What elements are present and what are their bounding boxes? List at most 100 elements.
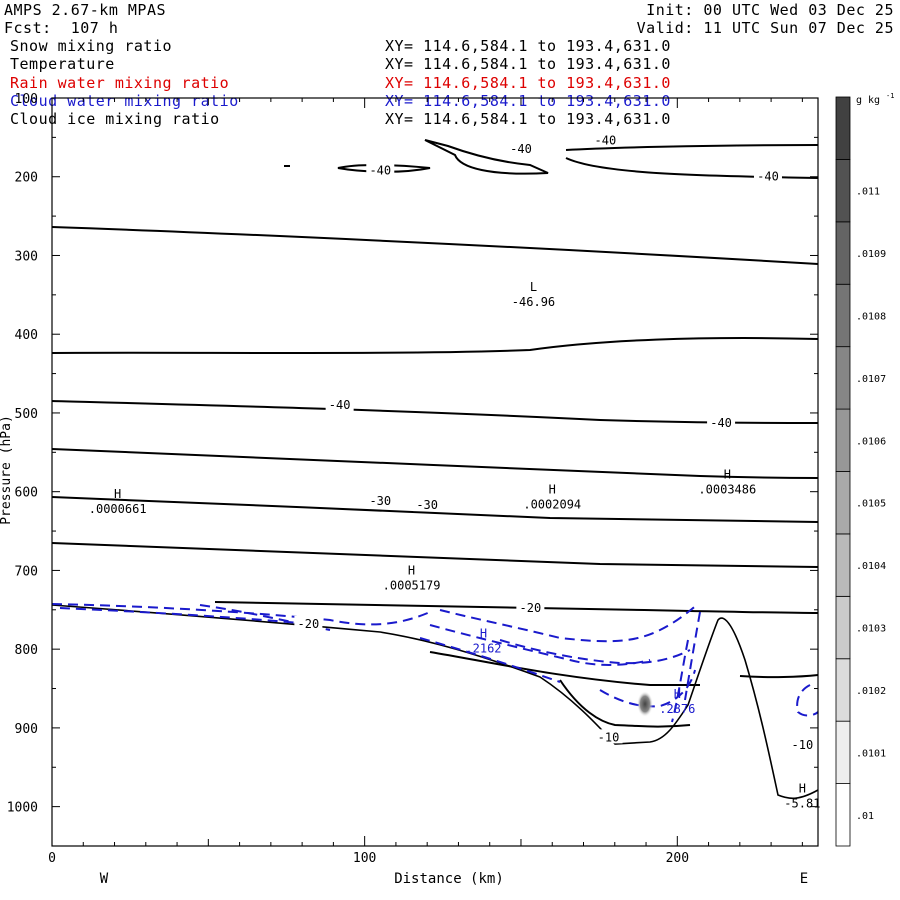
field-xy-cloud-ice: XY= 114.6,584.1 to 193.4,631.0	[385, 110, 671, 128]
east-label: E	[800, 871, 808, 887]
temperature-contours	[51, 139, 819, 800]
contour-label: -10	[792, 738, 814, 752]
field-xy-cloud-water: XY= 114.6,584.1 to 193.4,631.0	[385, 92, 671, 110]
extremum-value: .0002094	[523, 497, 581, 511]
init-time: Init: 00 UTC Wed 03 Dec 25	[646, 1, 894, 19]
y-tick-label: 500	[15, 407, 38, 422]
snow-blob	[637, 691, 653, 717]
contour-label: -40	[595, 134, 617, 148]
y-tick-label: 300	[15, 249, 38, 264]
cloud-water-2	[59, 607, 321, 626]
colorbar-tick-label: .0108	[856, 311, 886, 322]
contour-label: -40	[757, 170, 779, 184]
y-axis-label: Pressure (hPa)	[0, 415, 14, 525]
extremum-mark: H	[724, 467, 731, 481]
colorbar-tick-label: .01	[856, 811, 874, 822]
contour-label: -10	[598, 730, 620, 744]
temperature-contour-labels: -40 -40 -40 -40 -40 -40 -30 -30 -20 -20 -10 -10	[294, 132, 817, 752]
colorbar-segment	[835, 346, 851, 410]
colorbar-segment	[835, 159, 851, 223]
model-title: AMPS 2.67-km MPAS	[4, 1, 167, 19]
contour-label-bg	[594, 729, 623, 744]
extremum-mark: H	[674, 687, 681, 701]
extremum-value: .0003486	[698, 482, 756, 496]
cloud-water-6	[419, 637, 561, 683]
contour-cold-pool	[559, 679, 691, 728]
field-name-temperature: Temperature	[10, 55, 115, 73]
field-name-cloud-ice: Cloud ice mixing ratio	[10, 110, 220, 128]
colorbar-tick-label: .0105	[856, 499, 886, 510]
x-axis-label: Distance (km)	[394, 871, 504, 887]
cloud-water-7	[499, 639, 691, 665]
field-name-snow: Snow mixing ratio	[10, 37, 173, 55]
extremum-value: -5.81	[784, 796, 820, 810]
colorbar-segment	[835, 533, 851, 597]
west-label: W	[100, 871, 109, 887]
colorbar-segment	[835, 595, 851, 660]
terrain-surface	[51, 604, 819, 800]
contour-label-bg	[325, 397, 354, 412]
y-tick-label: 400	[15, 328, 38, 343]
extremum-value: .2162	[465, 641, 501, 655]
contour-label: -40	[329, 398, 351, 412]
cloud-water-5	[429, 624, 651, 666]
contour-label-bg	[753, 168, 782, 183]
colorbar-segment	[835, 720, 851, 784]
y-tick-label: 700	[15, 564, 38, 579]
y-tick-label: 100	[15, 92, 38, 107]
plot-border	[51, 97, 819, 847]
colorbar-tick-label: .0101	[856, 748, 886, 759]
colorbar-tick-label: .0107	[856, 374, 886, 385]
contour-tropo-a	[424, 139, 549, 175]
colorbar-tick-label: .0103	[856, 624, 886, 635]
extremum-mark: H	[549, 482, 556, 496]
contour-label-bg	[413, 497, 442, 512]
extremum-value: .0000661	[89, 502, 147, 516]
extremum-mark: H	[799, 781, 806, 795]
cloud-water-10	[684, 611, 701, 701]
contour-label-bg	[788, 737, 817, 752]
contour-label: -30	[369, 494, 391, 508]
extremum-mark: L	[530, 280, 537, 294]
x-tick-label: 0	[48, 851, 56, 866]
contour-label-bg	[516, 600, 545, 615]
contour-mid-2	[51, 542, 819, 568]
contour-mid-1	[51, 448, 819, 479]
contour-east	[739, 674, 819, 679]
colorbar: .01 .0101 .0102 .0103 .0104 .0105 .0106 .0107 .0…	[835, 92, 894, 847]
valid-time: Valid: 11 UTC Sun 07 Dec 25	[636, 19, 894, 37]
contour-label-bg	[506, 141, 535, 156]
colorbar-segment	[835, 221, 851, 285]
contour-label: -40	[510, 142, 532, 156]
field-name-cloud-water: Cloud water mixing ratio	[10, 92, 239, 110]
y-axis: 100 200 300 400 500 600 700 800 900 1000	[7, 92, 818, 847]
cloud-water-9	[671, 639, 689, 723]
colorbar-segment	[835, 783, 851, 847]
cloud-water-1	[51, 603, 431, 626]
contour-label-bg	[294, 615, 323, 630]
contour-label: -20	[298, 617, 320, 631]
colorbar-tick-label: .0106	[856, 436, 886, 447]
cloud-water-11	[796, 684, 819, 717]
contour-upper-2	[51, 337, 819, 354]
colorbar-tick-label: .0109	[856, 249, 886, 260]
plot-frame	[51, 97, 819, 847]
extremum-value: -46.96	[512, 295, 555, 309]
colorbar-segment	[835, 283, 851, 348]
extrema-labels: L-46.96H.0000661H.0002094H.0003486H.0005…	[89, 280, 821, 811]
y-tick-label: 200	[15, 171, 38, 186]
contour-tropo-b	[337, 163, 431, 173]
contour-label: -40	[710, 416, 732, 430]
contour-label-bg	[366, 493, 395, 508]
colorbar-segment	[835, 96, 851, 160]
contour-label: -40	[369, 163, 391, 177]
contour-label-bg	[707, 415, 736, 430]
contour-minus10	[429, 651, 700, 686]
extremum-mark: H	[114, 487, 121, 501]
field-xy-temperature: XY= 114.6,584.1 to 193.4,631.0	[385, 55, 671, 73]
y-tick-label: 900	[15, 722, 38, 737]
contour-label-bg	[591, 132, 620, 147]
field-name-rain: Rain water mixing ratio	[10, 74, 230, 92]
colorbar-segment	[835, 471, 851, 535]
